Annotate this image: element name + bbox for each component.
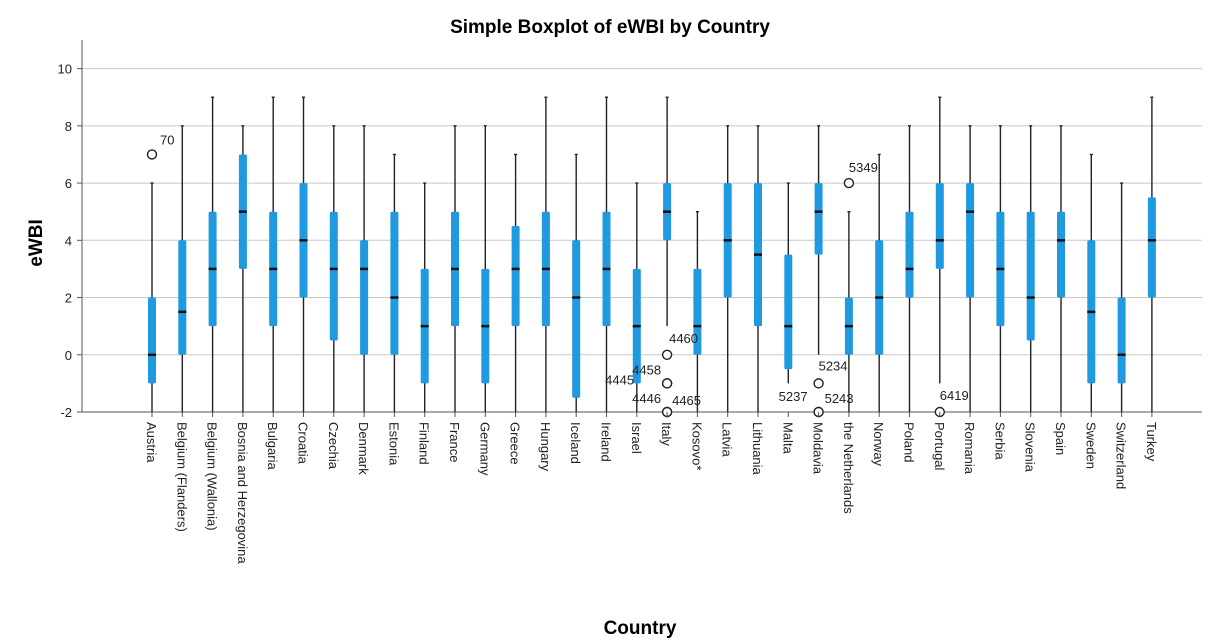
box-26 [935,183,944,269]
x-tick-label-3: Bosnia and Herzegovina [235,422,250,564]
x-tick-label-31: Sweden [1083,422,1098,469]
outlier-label-9: 5349 [849,160,878,175]
box-32 [1117,297,1126,384]
x-tick-label-33: Turkey [1144,422,1159,462]
outlier-label-4: 4446 [632,391,661,406]
x-tick-label-6: Czechia [326,422,341,470]
outlier-marker-0 [146,149,158,160]
box-27 [966,183,975,298]
x-tick-label-19: Latvia [720,422,735,457]
x-tick-label-29: Slovenia [1023,422,1038,473]
x-tick-label-16: Israel [629,422,644,454]
box-1 [178,240,187,355]
x-axis-label: Country [604,618,677,639]
axes [81,40,1202,413]
x-tick-label-5: Croatia [296,422,311,465]
x-tick-label-17: Italy [659,422,674,446]
box-14 [572,240,581,398]
x-tick-labels: Austria Belgium (Flanders) Belgium (Wallon… [144,412,1159,564]
outlier-label-1: 4460 [669,331,698,346]
x-tick-label-23: the Netherlands [841,422,856,514]
x-tick-label-12: Greece [508,422,523,465]
x-tick-label-9: Finland [417,422,432,465]
outlier-label-0: 70 [160,132,174,147]
outlier-label-8: 5243 [825,391,854,406]
y-tick-label-0: -2 [60,405,72,420]
gridlines [82,68,1202,356]
y-tick-label-3: 4 [65,233,72,248]
box-6 [329,211,338,341]
y-tick-label-6: 10 [58,62,72,77]
box-7 [360,240,369,355]
box-12 [511,226,520,327]
y-tick-label-4: 6 [65,176,72,191]
outlier-label-5: 4465 [672,393,701,408]
x-tick-label-20: Lithuania [750,422,765,476]
y-tick-label-1: 0 [65,348,72,363]
x-tick-label-32: Switzerland [1114,422,1129,489]
outlier-label-7: 5237 [779,389,808,404]
x-tick-label-22: Moldavia [811,422,826,475]
chart-title: Simple Boxplot of eWBI by Country [450,17,770,38]
y-tick-label-5: 8 [65,119,72,134]
x-tick-label-21: Malta [780,422,795,455]
x-tick-label-7: Denmark [356,422,371,475]
outlier-marker-3 [661,378,673,389]
box-30 [1057,211,1065,298]
x-tick-label-28: Serbia [992,422,1007,460]
x-tick-label-14: Iceland [568,422,583,464]
x-tick-label-24: Norway [871,422,886,467]
outlier-label-10: 6419 [940,388,969,403]
box-29 [1026,211,1035,341]
outlier-label-6: 5234 [819,358,848,373]
box-18 [693,268,702,355]
y-axis-label: eWBI [26,219,47,267]
x-tick-label-11: Germany [477,422,492,476]
x-tick-label-18: Kosovo* [689,422,704,470]
x-tick-label-8: Estonia [386,422,401,466]
x-tick-label-15: Ireland [599,422,614,462]
outlier-marker-1 [661,349,673,360]
x-tick-label-27: Romania [962,422,977,475]
y-ticks: -2 0 2 4 6 8 10 [58,62,82,420]
box-8 [390,211,399,355]
x-tick-label-4: Bulgaria [265,422,280,470]
box-25 [905,211,914,298]
box-22 [814,183,823,255]
x-tick-label-13: Hungary [538,422,553,472]
x-tick-label-1: Belgium (Flanders) [174,422,189,532]
box-21 [784,254,793,370]
x-tick-label-10: France [447,422,462,462]
outlier-label-3: 4445 [605,372,634,387]
x-tick-label-26: Portugal [932,422,947,471]
box-33 [1147,197,1156,298]
outlier-marker-9 [843,177,855,189]
outlier-label-2: 4458 [632,362,661,377]
x-tick-label-0: Austria [144,422,159,463]
x-tick-label-2: Belgium (Wallonia) [205,422,220,531]
outlier-marker-6 [813,378,824,389]
boxes [148,96,1156,412]
box-0 [148,297,156,384]
x-tick-label-30: Spain [1053,422,1068,455]
x-tick-label-25: Poland [902,422,917,462]
y-tick-label-2: 2 [65,291,72,306]
